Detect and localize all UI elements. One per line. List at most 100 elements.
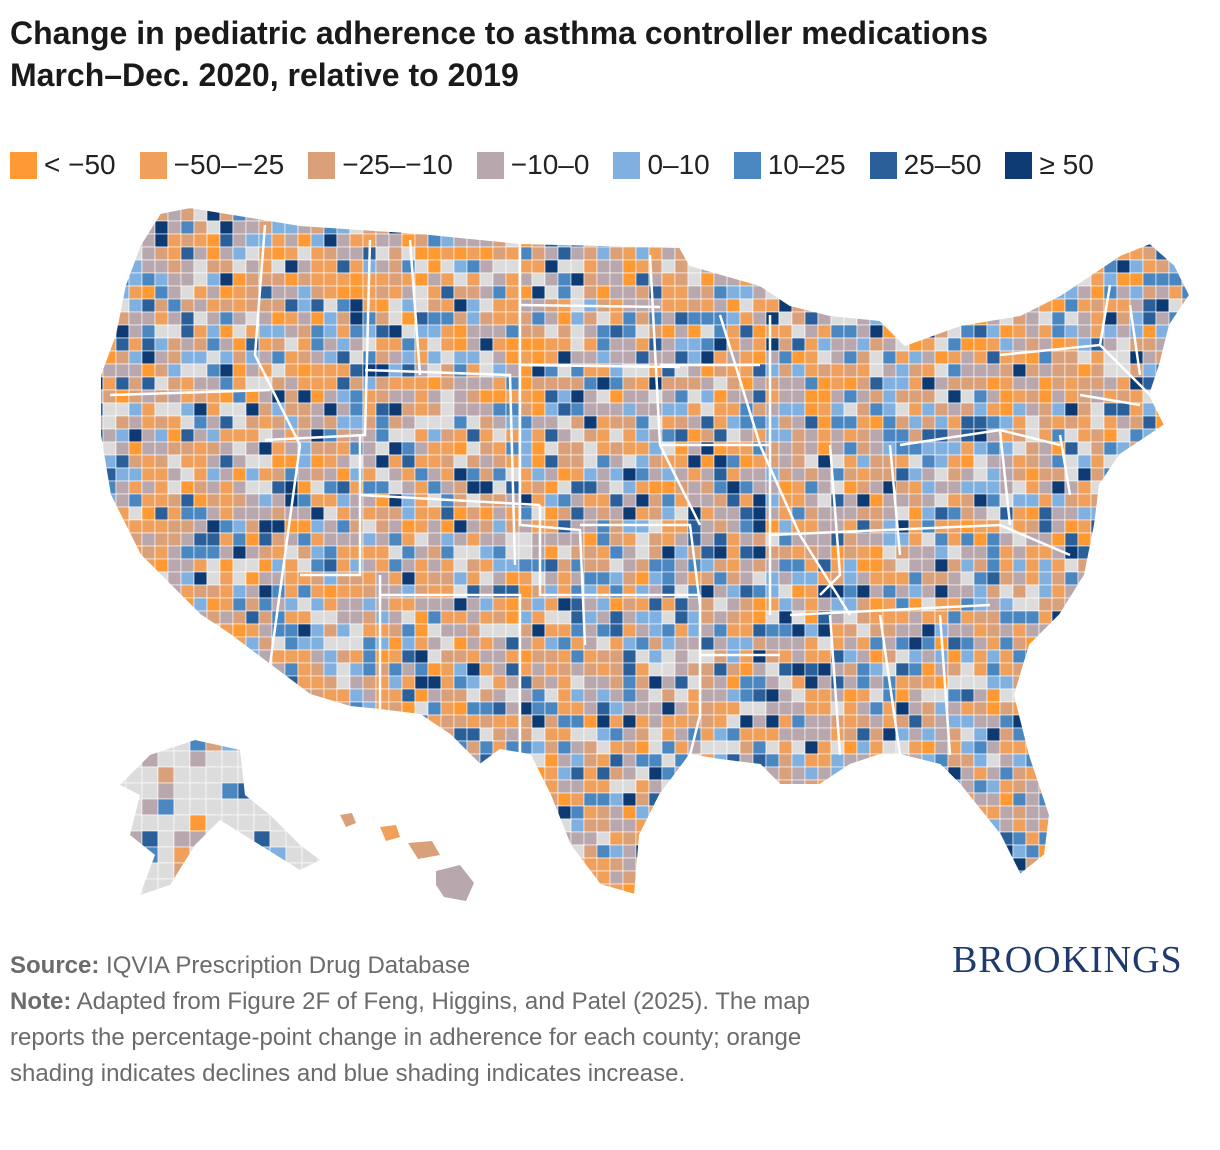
county-cell <box>388 324 403 339</box>
county-cell <box>323 350 338 365</box>
county-cell <box>245 519 260 534</box>
county-cell <box>622 831 637 846</box>
county-cell <box>219 597 234 612</box>
county-cell <box>791 714 806 729</box>
county-cell <box>622 324 637 339</box>
county-cell <box>375 662 390 677</box>
county-cell <box>100 480 104 495</box>
county-cell <box>100 272 104 287</box>
county-cell <box>895 688 910 703</box>
county-cell <box>817 727 832 742</box>
county-cell <box>479 454 494 469</box>
county-cell <box>843 402 858 417</box>
county-cell <box>999 337 1014 352</box>
county-cell <box>817 480 832 495</box>
county-cell <box>1077 558 1092 573</box>
county-cell <box>1103 441 1118 456</box>
county-cell <box>492 298 507 313</box>
county-cell <box>492 324 507 339</box>
county-cell <box>1129 480 1144 495</box>
county-cell <box>349 727 364 742</box>
county-cell <box>440 363 455 378</box>
county-cell <box>189 798 207 816</box>
county-cell <box>1142 675 1157 690</box>
county-cell <box>297 727 312 742</box>
county-cell <box>830 428 845 443</box>
county-cell <box>1103 805 1118 820</box>
county-cell <box>791 649 806 664</box>
county-cell <box>687 805 702 820</box>
county-cell <box>1129 740 1144 755</box>
county-cell <box>180 324 195 339</box>
county-cell <box>284 207 299 222</box>
county-cell <box>440 649 455 664</box>
county-cell <box>1168 532 1183 547</box>
county-cell <box>1129 753 1144 768</box>
county-cell <box>258 207 273 209</box>
county-cell <box>128 727 143 742</box>
county-cell <box>492 818 507 833</box>
county-cell <box>895 636 910 651</box>
county-cell <box>687 571 702 586</box>
county-cell <box>141 740 156 755</box>
county-cell <box>102 441 117 456</box>
county-cell <box>1117 897 1130 910</box>
county-cell <box>167 467 182 482</box>
county-cell <box>674 818 689 833</box>
county-cell <box>791 506 806 521</box>
county-cell <box>1155 454 1170 469</box>
county-cell <box>570 688 585 703</box>
county-cell <box>661 493 676 508</box>
county-cell <box>505 285 520 300</box>
county-cell <box>1181 207 1190 222</box>
county-cell <box>246 910 259 915</box>
county-cell <box>1025 727 1040 742</box>
county-cell <box>493 897 506 910</box>
county-cell <box>1129 844 1144 859</box>
county-cell <box>100 714 104 729</box>
county-cell <box>141 441 156 456</box>
county-cell <box>713 740 728 755</box>
county-cell <box>882 805 897 820</box>
county-cell <box>1078 910 1091 915</box>
county-cell <box>830 441 845 456</box>
county-cell <box>219 298 234 313</box>
county-cell <box>388 857 403 872</box>
county-cell <box>856 259 871 274</box>
county-cell <box>661 597 676 612</box>
county-cell <box>726 285 741 300</box>
county-cell <box>237 814 255 832</box>
county-cell <box>1168 376 1183 391</box>
county-cell <box>791 545 806 560</box>
county-cell <box>297 402 312 417</box>
county-cell <box>570 493 585 508</box>
county-cell <box>791 428 806 443</box>
county-cell <box>269 846 287 864</box>
county-cell <box>310 701 325 716</box>
county-cell <box>570 714 585 729</box>
county-cell <box>856 766 871 781</box>
county-cell <box>349 597 364 612</box>
county-cell <box>791 831 806 846</box>
county-cell <box>1038 857 1053 872</box>
county-cell <box>141 337 156 352</box>
county-cell <box>765 389 780 404</box>
county-cell <box>739 207 754 209</box>
county-cell <box>310 675 325 690</box>
county-cell <box>466 675 481 690</box>
county-cell <box>154 324 169 339</box>
county-cell <box>791 441 806 456</box>
county-cell <box>830 298 845 313</box>
county-cell <box>1181 805 1190 820</box>
county-cell <box>1090 428 1105 443</box>
county-cell <box>804 376 819 391</box>
county-cell <box>181 910 194 915</box>
county-cell <box>141 782 159 800</box>
county-cell <box>596 441 611 456</box>
county-cell <box>1155 389 1170 404</box>
county-cell <box>1129 831 1144 846</box>
county-cell <box>1103 428 1118 443</box>
county-cell <box>284 714 299 729</box>
county-cell <box>817 415 832 430</box>
county-cell <box>921 220 936 235</box>
